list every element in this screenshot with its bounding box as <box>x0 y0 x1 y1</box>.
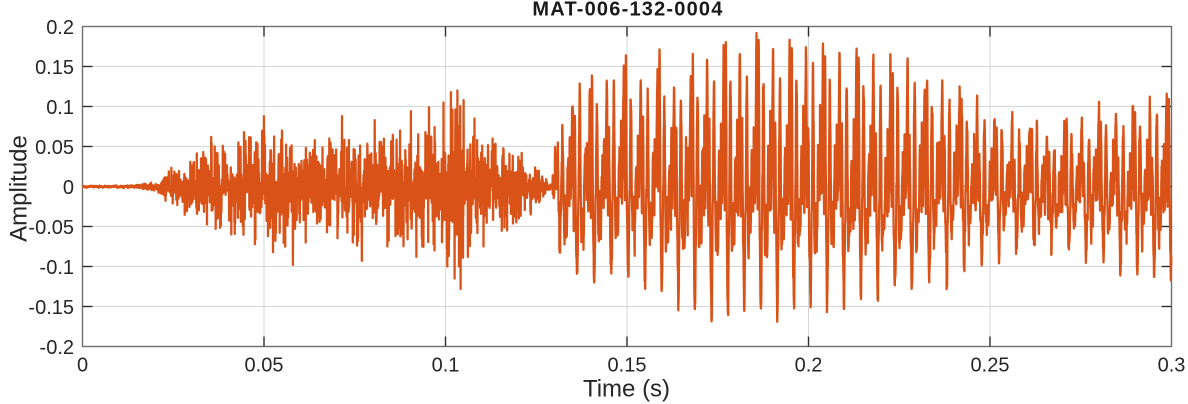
svg-text:-0.2: -0.2 <box>40 337 74 359</box>
svg-text:0.15: 0.15 <box>35 57 74 79</box>
svg-text:0.05: 0.05 <box>35 137 74 159</box>
svg-text:0.05: 0.05 <box>245 355 284 377</box>
svg-text:-0.05: -0.05 <box>28 217 74 239</box>
svg-text:0.15: 0.15 <box>608 355 647 377</box>
svg-text:0.2: 0.2 <box>46 17 74 39</box>
svg-text:0: 0 <box>63 177 74 199</box>
svg-text:0.1: 0.1 <box>432 355 460 377</box>
svg-text:0: 0 <box>77 355 88 377</box>
svg-text:MAT-006-132-0004: MAT-006-132-0004 <box>532 0 723 21</box>
svg-text:0.1: 0.1 <box>46 97 74 119</box>
svg-text:0.3: 0.3 <box>1158 355 1186 377</box>
svg-text:Amplitude: Amplitude <box>6 135 33 242</box>
svg-text:0.25: 0.25 <box>971 355 1010 377</box>
svg-text:0.2: 0.2 <box>795 355 823 377</box>
svg-text:-0.15: -0.15 <box>28 297 74 319</box>
svg-text:Time (s): Time (s) <box>583 376 670 403</box>
svg-text:-0.1: -0.1 <box>40 257 74 279</box>
